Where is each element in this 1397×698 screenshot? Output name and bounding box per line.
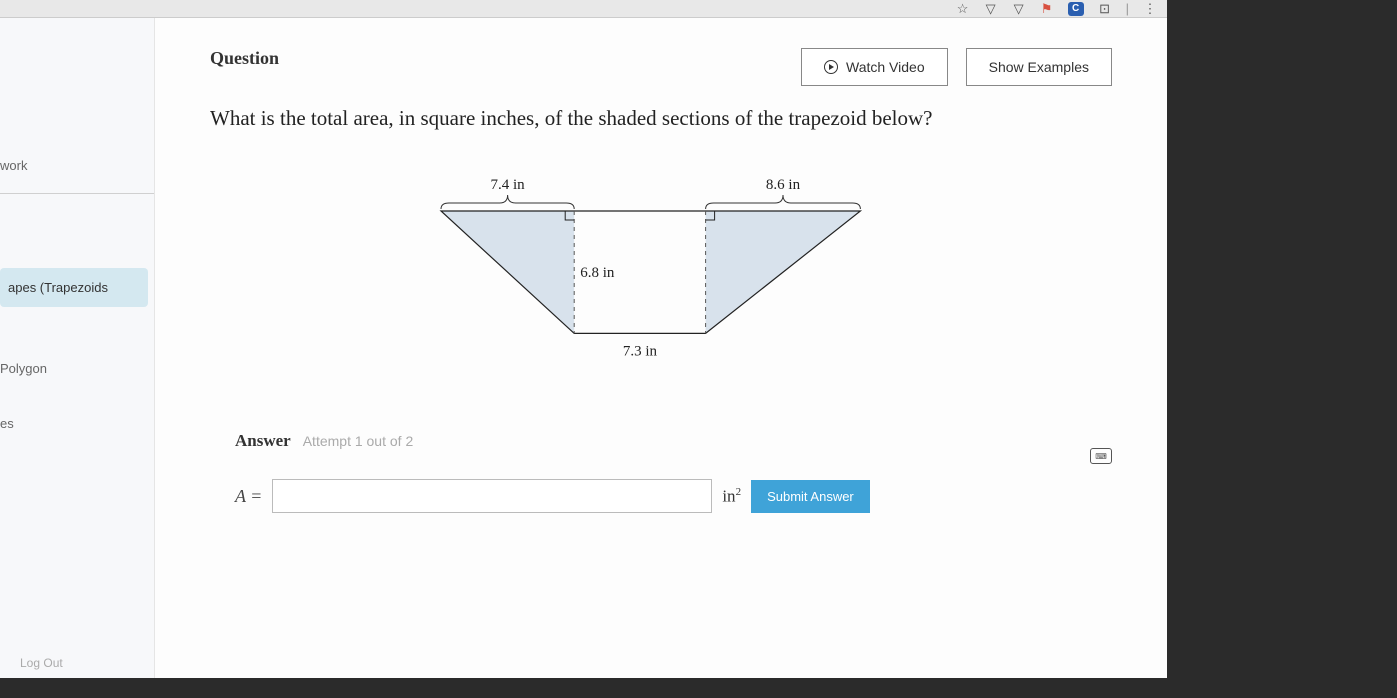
answer-input[interactable] — [272, 479, 712, 513]
star-icon[interactable]: ☆ — [956, 2, 970, 16]
answer-section-label: Answer — [235, 431, 291, 451]
browser-toolbar: ☆ ▽ ▽ ⚑ C ⊡ | ⋮ — [0, 0, 1167, 18]
watch-video-label: Watch Video — [846, 59, 925, 75]
question-text: What is the total area, in square inches… — [210, 106, 1112, 131]
submit-answer-button[interactable]: Submit Answer — [751, 480, 870, 513]
bookmark-down-icon[interactable]: ▽ — [984, 2, 998, 16]
toolbar-divider: | — [1126, 1, 1129, 16]
content-area: Question Watch Video Show Examples What … — [155, 18, 1167, 678]
sidebar-divider — [0, 193, 154, 194]
svg-text:6.8 in: 6.8 in — [580, 265, 615, 281]
show-examples-label: Show Examples — [989, 59, 1089, 75]
show-examples-button[interactable]: Show Examples — [966, 48, 1112, 86]
c-badge-icon[interactable]: C — [1068, 2, 1084, 16]
sidebar: work apes (Trapezoids Polygon es Log Out — [0, 18, 155, 678]
play-icon — [824, 60, 838, 74]
extensions-icon[interactable]: ⊡ — [1098, 2, 1112, 16]
bookmark-down-icon-2[interactable]: ▽ — [1012, 2, 1026, 16]
sidebar-item-trapezoids[interactable]: apes (Trapezoids — [0, 268, 148, 307]
watch-video-button[interactable]: Watch Video — [801, 48, 948, 86]
sidebar-item-es[interactable]: es — [0, 406, 154, 441]
sidebar-item-work[interactable]: work — [0, 148, 154, 183]
svg-text:7.4 in: 7.4 in — [491, 177, 526, 193]
variable-label: A = — [235, 486, 262, 507]
svg-text:8.6 in: 8.6 in — [766, 177, 801, 193]
question-label: Question — [210, 48, 279, 69]
logout-link[interactable]: Log Out — [20, 656, 63, 670]
sidebar-item-polygon[interactable]: Polygon — [0, 351, 154, 386]
attempt-text: Attempt 1 out of 2 — [303, 433, 414, 449]
trapezoid-figure: 7.4 in 8.6 in 6.8 in 7.3 in — [210, 161, 1112, 391]
puzzle-icon[interactable]: ⚑ — [1040, 2, 1054, 16]
unit-label: in2 — [722, 486, 741, 507]
svg-text:7.3 in: 7.3 in — [623, 343, 658, 359]
menu-dots-icon[interactable]: ⋮ — [1143, 2, 1157, 16]
keyboard-icon[interactable]: ⌨ — [1090, 448, 1112, 464]
